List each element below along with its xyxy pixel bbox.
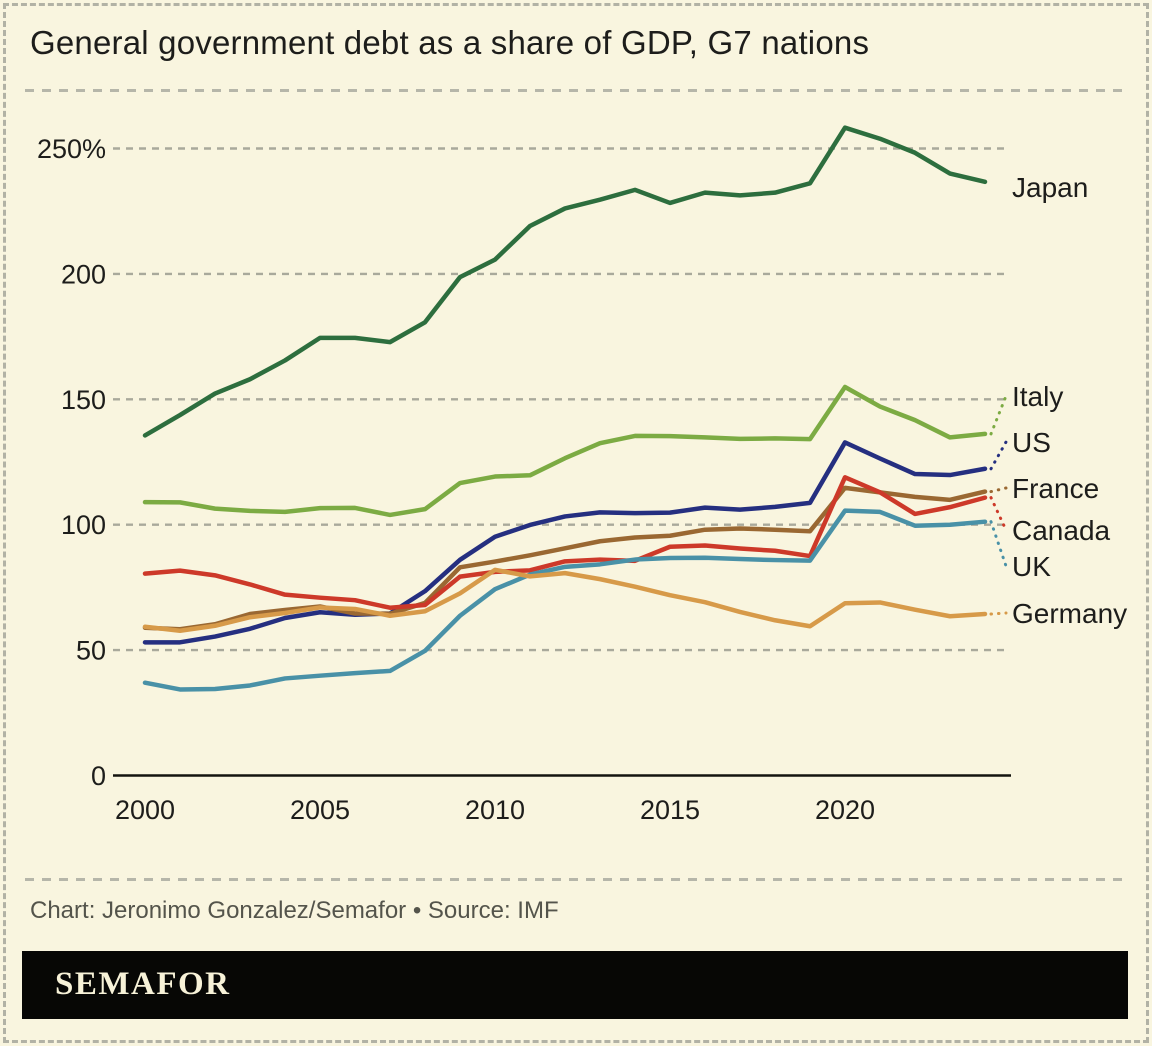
x-tick-label: 2005 [290,795,350,825]
y-tick-label: 50 [76,636,106,666]
y-tick-label: 0 [91,761,106,791]
leader-us [989,440,1008,471]
line-uk [142,508,988,692]
semafor-logo-text: SEMAFOR [55,966,231,1002]
title-separator [25,89,1125,92]
x-tick-label: 2000 [115,795,175,825]
leader-france [989,486,1008,494]
leader-canada [989,496,1008,532]
semafor-logo-bar: SEMAFOR [22,951,1128,1019]
x-tick-label: 2010 [465,795,525,825]
leader-germany [989,611,1008,616]
y-tick-label: 200 [61,259,106,289]
leader-italy [989,394,1008,436]
line-us [142,440,988,645]
x-tick-label: 2020 [815,795,875,825]
series-label-italy: Italy [1012,381,1063,412]
series-label-france: France [1012,473,1099,504]
series-label-canada: Canada [1012,515,1111,546]
footer-separator [25,878,1125,881]
series-label-japan: Japan [1012,172,1088,203]
chart-title: General government debt as a share of GD… [30,24,870,61]
series-label-uk: UK [1012,551,1051,582]
line-france [142,485,988,632]
line-italy [142,384,988,518]
series-label-germany: Germany [1012,598,1127,629]
y-tick-label: 100 [61,510,106,540]
line-canada [142,475,988,610]
line-japan [142,125,988,438]
y-tick-label: 250% [37,134,106,164]
leader-uk [989,520,1008,568]
x-tick-label: 2015 [640,795,700,825]
credit-line: Chart: Jeronimo Gonzalez/Semafor • Sourc… [30,897,559,924]
series-label-us: US [1012,427,1051,458]
line-germany [142,567,988,634]
y-tick-label: 150 [61,385,106,415]
